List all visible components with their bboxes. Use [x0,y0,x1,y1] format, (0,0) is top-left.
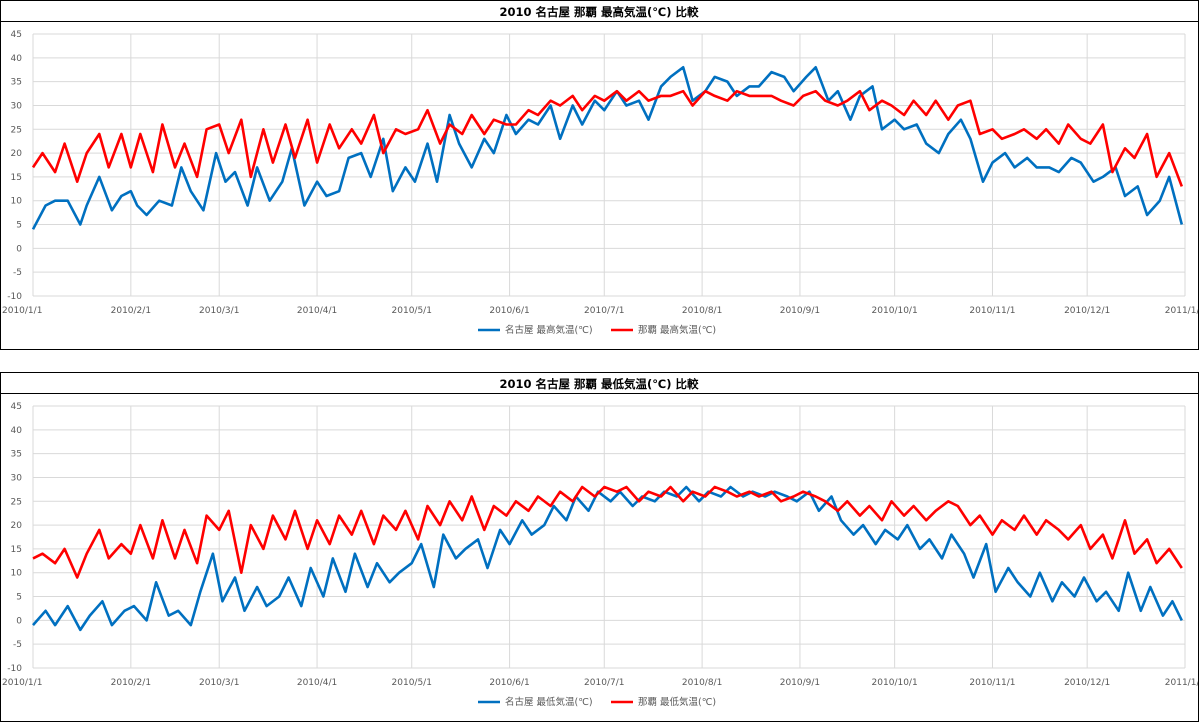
max-temp-chart: 2010 名古屋 那覇 最高気温(℃) 比較 45 40 35 30 25 20 15 10 5… [2,5,1199,336]
x-tick-label: 2010/9/1 [780,306,820,316]
y-tick-label: 5 [16,221,22,231]
y-tick-label: 40 [11,54,23,64]
x-tick-label: 2010/11/1 [969,678,1015,688]
x-tick-label: 2010/3/1 [199,678,239,688]
legend-label: 名古屋 最低気温(℃) [505,696,593,708]
x-tick-label: 2010/5/1 [392,678,432,688]
y-tick-label: 35 [11,450,22,460]
x-tick-label: 2010/12/1 [1064,306,1110,316]
min-temp-chart: 2010 名古屋 那覇 最低気温(℃) 比較 45 40 35 30 25 20 15 10 5… [2,377,1199,708]
x-tick-label: 2010/8/1 [682,306,722,316]
x-tick-label: 2010/5/1 [392,306,432,316]
series-line-1 [32,485,1183,579]
y-tick-label: 30 [11,101,23,111]
y-tick-label: 25 [11,497,22,507]
x-tick-label: 2010/11/1 [969,306,1015,316]
y-tick-label: 35 [11,78,22,88]
y-tick-label: 0 [16,616,22,626]
y-tick-label: -5 [13,640,22,650]
x-tick-label: 2010/1/1 [2,306,42,316]
x-tick-label: 2010/10/1 [872,306,918,316]
min-temp-title-band [0,372,1199,394]
x-tick-label: 2010/7/1 [584,306,624,316]
series-line-0 [32,485,1183,632]
series-line-1 [31,89,1184,187]
y-tick-label: -10 [7,664,22,674]
x-tick-label: 2010/8/1 [682,678,722,688]
legend-label: 那覇 最高気温(℃) [638,324,716,336]
y-tick-label: 20 [11,521,23,531]
y-tick-label: 40 [11,426,23,436]
x-tick-label: 2010/4/1 [297,306,337,316]
x-tick-label: 2010/10/1 [872,678,918,688]
legend-label: 名古屋 最高気温(℃) [505,324,593,336]
y-tick-label: 15 [11,545,22,555]
x-tick-label: 2011/1/1 [1165,306,1199,316]
x-tick-label: 2010/2/1 [111,306,151,316]
x-tick-label: 2010/2/1 [111,678,151,688]
x-tick-label: 2010/6/1 [489,306,529,316]
series-line-0 [31,66,1184,230]
y-tick-label: 5 [16,593,22,603]
y-tick-label: 10 [11,197,23,207]
chart-title: 2010 名古屋 那覇 最低気温(℃) 比較 [500,377,699,391]
y-tick-label: 45 [11,30,22,40]
min-temp-chart-panel: 2010 名古屋 那覇 最低気温(℃) 比較 45 40 35 30 25 20 15 10 5… [0,372,1199,722]
chart-title: 2010 名古屋 那覇 最高気温(℃) 比較 [500,5,699,19]
y-tick-label: 30 [11,473,23,483]
y-tick-label: 20 [11,149,23,159]
x-tick-label: 2011/1/1 [1165,678,1199,688]
y-tick-label: -5 [13,268,22,278]
x-tick-label: 2010/4/1 [297,678,337,688]
x-tick-label: 2010/12/1 [1064,678,1110,688]
x-tick-label: 2010/9/1 [780,678,820,688]
y-tick-label: 45 [11,402,22,412]
x-tick-label: 2010/1/1 [2,678,42,688]
max-temp-title-band [0,0,1199,22]
legend-label: 那覇 最低気温(℃) [638,696,716,708]
max-temp-chart-panel: 2010 名古屋 那覇 最高気温(℃) 比較 45 40 35 30 25 20 15 10 5… [0,0,1199,350]
y-tick-label: 0 [16,244,22,254]
x-tick-label: 2010/6/1 [489,678,529,688]
y-tick-label: 10 [11,569,23,579]
y-tick-label: 25 [11,125,22,135]
x-tick-label: 2010/7/1 [584,678,624,688]
y-tick-label: 15 [11,173,22,183]
x-tick-label: 2010/3/1 [199,306,239,316]
y-tick-label: -10 [7,292,22,302]
